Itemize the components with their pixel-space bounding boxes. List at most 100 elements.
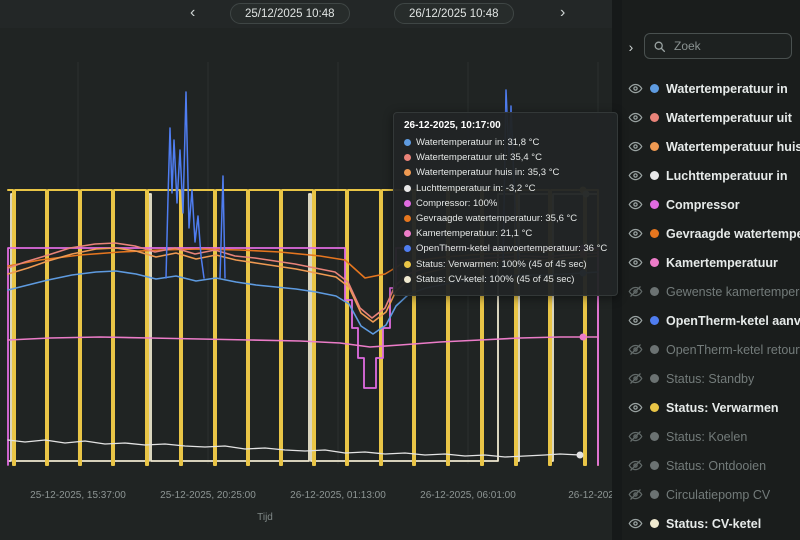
- eye-icon[interactable]: [628, 226, 643, 241]
- series-line-status-cv-ketel: [7, 193, 599, 462]
- eye-icon[interactable]: [628, 255, 643, 270]
- legend-item-label: Watertemperatuur huis in: [666, 139, 800, 154]
- chart-canvas[interactable]: 25-12-2025, 15:37:00 25-12-2025, 20:25:00…: [0, 28, 612, 540]
- series-endpoint-dot: [579, 244, 587, 252]
- x-axis-title: Tijd: [257, 512, 273, 523]
- legend-item-label: Status: Ontdooien: [666, 458, 767, 473]
- topbar: ‹ 25/12/2025 10:48 26/12/2025 10:48 ›: [0, 0, 612, 28]
- series-color-dot: [650, 84, 659, 93]
- eye-off-icon[interactable]: [628, 458, 643, 473]
- series-endpoint-dot: [579, 333, 587, 341]
- start-datetime-button[interactable]: 25/12/2025 10:48: [230, 3, 350, 24]
- legend-item-label: Kamertemperatuur: [666, 255, 778, 270]
- eye-off-icon[interactable]: [628, 342, 643, 357]
- legend-item-status-cv-ketel[interactable]: Status: CV-ketel: [628, 509, 800, 538]
- legend-item-label: Compressor: [666, 197, 740, 212]
- legend-item-label: Gewenste kamertemperatuur: [666, 284, 800, 299]
- series-endpoint-dot: [579, 250, 587, 258]
- search-icon: [654, 41, 666, 52]
- chart-panel: ‹ 25/12/2025 10:48 26/12/2025 10:48 › 25…: [0, 0, 619, 540]
- eye-icon[interactable]: [628, 313, 643, 328]
- series-color-dot: [650, 171, 659, 180]
- legend-item-luchttemperatuur-in[interactable]: Luchttemperatuur in: [628, 161, 800, 190]
- series-color-dot: [650, 316, 659, 325]
- series-color-dot: [650, 403, 659, 412]
- legend-item-label: Luchttemperatuur in: [666, 168, 788, 183]
- prev-period-button[interactable]: ‹: [186, 2, 199, 24]
- series-color-dot: [650, 432, 659, 441]
- chart-area[interactable]: 25-12-2025, 15:37:00 25-12-2025, 20:25:00…: [0, 28, 619, 540]
- legend-item-watertemperatuur-uit[interactable]: Watertemperatuur uit: [628, 103, 800, 132]
- series-line-status-verwarmen: [7, 189, 599, 466]
- eye-icon[interactable]: [628, 81, 643, 96]
- legend-item-label: Status: CV-ketel: [666, 516, 762, 531]
- series-endpoint-dot: [579, 269, 587, 277]
- legend-item-label: Circulatiepomp CV: [666, 487, 771, 502]
- eye-off-icon[interactable]: [628, 371, 643, 386]
- legend-list: Watertemperatuur in Watertemperatuur uit W…: [628, 74, 800, 538]
- series-color-dot: [650, 345, 659, 354]
- end-datetime-button[interactable]: 26/12/2025 10:48: [394, 3, 514, 24]
- eye-off-icon[interactable]: [628, 284, 643, 299]
- legend-item-label: Status: Koelen: [666, 429, 748, 444]
- series-color-dot: [650, 113, 659, 122]
- series-endpoint-dot: [582, 190, 590, 198]
- legend-item-status-verwarmen[interactable]: Status: Verwarmen: [628, 393, 800, 422]
- legend-item-label: OpenTherm-ketel aanvoertemperatuur: [666, 313, 800, 328]
- legend-item-watertemperatuur-in[interactable]: Watertemperatuur in: [628, 74, 800, 103]
- series-line-opentherm-ketel-aanvoertemperatuur: [165, 91, 205, 279]
- x-axis-label: 26-12-2025, 06:01:00: [420, 490, 516, 501]
- search-box[interactable]: [644, 33, 792, 59]
- series-line-opentherm-ketel-aanvoertemperatuur: [502, 89, 520, 269]
- eye-icon[interactable]: [628, 139, 643, 154]
- eye-icon[interactable]: [628, 110, 643, 125]
- search-input[interactable]: [672, 38, 783, 54]
- series-line-kamertemperatuur: [7, 336, 599, 348]
- x-axis-label: 26-12-2025, 01:13:00: [290, 490, 386, 501]
- legend-item-circulatiepomp-cv[interactable]: Circulatiepomp CV: [628, 480, 800, 509]
- legend-item-watertemperatuur-huis-in[interactable]: Watertemperatuur huis in: [628, 132, 800, 161]
- series-line-compressor: [7, 247, 599, 466]
- legend-item-label: OpenTherm-ketel retourtemperatuur: [666, 342, 800, 357]
- legend-item-label: Watertemperatuur uit: [666, 110, 792, 125]
- legend-item-label: Status: Standby: [666, 371, 755, 386]
- x-axis-label: 25-12-2025, 15:37:00: [30, 490, 126, 501]
- eye-off-icon[interactable]: [628, 429, 643, 444]
- series-line-watertemperatuur-huis-in: [7, 247, 599, 323]
- legend-item-gewenste-kamertemperatuur[interactable]: Gewenste kamertemperatuur: [628, 277, 800, 306]
- series-line-gevraagde-watertemperatuur: [7, 248, 599, 279]
- series-color-dot: [650, 374, 659, 383]
- eye-icon[interactable]: [628, 516, 643, 531]
- eye-off-icon[interactable]: [628, 487, 643, 502]
- series-color-dot: [650, 287, 659, 296]
- series-color-dot: [650, 519, 659, 528]
- series-color-dot: [650, 229, 659, 238]
- x-axis-label: 25-12-2025, 20:25:00: [160, 490, 256, 501]
- legend-item-compressor[interactable]: Compressor: [628, 190, 800, 219]
- series-color-dot: [650, 490, 659, 499]
- series-color-dot: [650, 142, 659, 151]
- legend-item-kamertemperatuur[interactable]: Kamertemperatuur: [628, 248, 800, 277]
- legend-item-opentherm-ketel-aanvoertemperatuur[interactable]: OpenTherm-ketel aanvoertemperatuur: [628, 306, 800, 335]
- x-axis-label: 26-12-2025...: [568, 490, 612, 501]
- legend-item-gevraagde-watertemperatuur[interactable]: Gevraagde watertemperatuur: [628, 219, 800, 248]
- sidebar-collapse-button[interactable]: ›: [622, 36, 640, 58]
- eye-icon[interactable]: [628, 197, 643, 212]
- legend-item-label: Gevraagde watertemperatuur: [666, 226, 800, 241]
- next-period-button[interactable]: ›: [556, 2, 569, 24]
- eye-icon[interactable]: [628, 400, 643, 415]
- series-color-dot: [650, 258, 659, 267]
- legend-item-status-koelen[interactable]: Status: Koelen: [628, 422, 800, 451]
- series-line-watertemperatuur-in: [7, 270, 599, 335]
- legend-item-label: Status: Verwarmen: [666, 400, 779, 415]
- legend-item-opentherm-ketel-retourtemperatuur[interactable]: OpenTherm-ketel retourtemperatuur: [628, 335, 800, 364]
- legend-item-label: Watertemperatuur in: [666, 81, 788, 96]
- series-line-opentherm-ketel-aanvoertemperatuur: [219, 175, 226, 279]
- series-endpoint-dot: [576, 451, 584, 459]
- eye-icon[interactable]: [628, 168, 643, 183]
- legend-item-status-ontdooien[interactable]: Status: Ontdooien: [628, 451, 800, 480]
- series-color-dot: [650, 200, 659, 209]
- legend-item-status-standby[interactable]: Status: Standby: [628, 364, 800, 393]
- series-color-dot: [650, 461, 659, 470]
